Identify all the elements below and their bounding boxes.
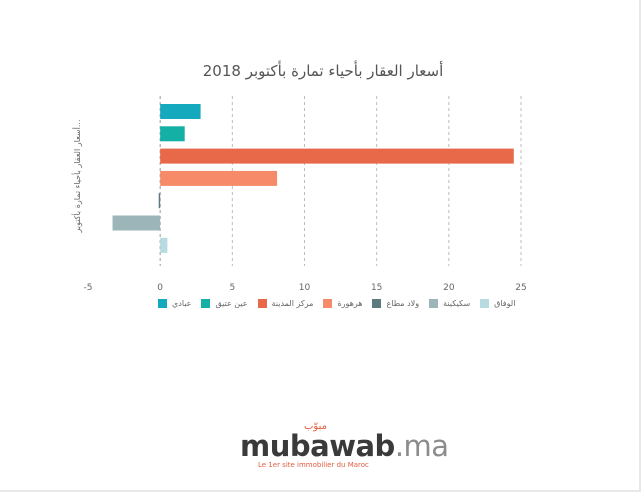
legend-item: هرهورة xyxy=(323,299,362,308)
bar-2 xyxy=(160,126,185,142)
legend-label: عبادي xyxy=(172,299,192,308)
bar-3 xyxy=(160,148,514,164)
logo-arabic-text: مبوّب xyxy=(304,421,327,432)
logo-tagline: Le 1er site immobilier du Maroc xyxy=(258,461,369,469)
logo-wordmark: mubawab.ma xyxy=(240,429,449,463)
legend-item: عين عتيق xyxy=(201,299,248,308)
chart-title: أسعار العقار بأحياء تمارة بأكتوبر 2018 xyxy=(203,60,444,80)
bar-7 xyxy=(160,237,168,253)
legend-swatch xyxy=(201,299,211,308)
legend-label: سكيكينة xyxy=(443,299,471,308)
legend-swatch xyxy=(429,299,439,308)
legend-item: ولاد مطاع xyxy=(372,299,419,308)
legend-item: سكيكينة xyxy=(429,299,470,308)
legend-label: عين عتيق xyxy=(215,299,248,308)
x-tick-label: 20 xyxy=(443,283,455,293)
legend-swatch xyxy=(480,299,490,308)
legend-swatch xyxy=(257,299,267,308)
legend-swatch xyxy=(158,299,167,308)
legend-label: الوفاق xyxy=(494,299,516,308)
x-tick-label: 0 xyxy=(157,283,163,293)
legend-swatch xyxy=(372,299,382,308)
legend-item: الوفاق xyxy=(480,299,515,308)
x-tick-label: 25 xyxy=(515,283,526,293)
x-axis-ticks: -5 0 5 10 15 20 25 xyxy=(84,283,527,293)
legend-label: هرهورة xyxy=(337,299,363,308)
legend-item: عبادي xyxy=(158,299,191,308)
mubawab-logo: مبوّب mubawab.ma Le 1er site immobilier … xyxy=(240,421,449,471)
x-tick-label: 15 xyxy=(371,283,382,293)
logo-suffix: .ma xyxy=(394,429,449,463)
bar-6 xyxy=(112,215,161,231)
legend-swatch xyxy=(323,299,333,308)
bar-4 xyxy=(160,170,278,186)
legend-label: مركز المدينة xyxy=(271,299,314,308)
x-tick-label: 5 xyxy=(229,283,235,293)
bar-1 xyxy=(160,104,201,119)
legend-item: مركز المدينة xyxy=(257,299,314,308)
logo-main-text: mubawab xyxy=(240,429,395,463)
bars xyxy=(112,104,514,253)
x-tick-label: 10 xyxy=(299,283,311,293)
y-axis-label: أسعار العقار بأحياء تمارة بأكتوبر... xyxy=(71,120,82,234)
bar-5 xyxy=(158,193,161,209)
legend: عبادي عين عتيق مركز المدينة هرهورة ولاد مطاع… xyxy=(158,299,515,308)
x-tick-label: -5 xyxy=(84,283,93,293)
legend-label: ولاد مطاع xyxy=(386,299,420,308)
